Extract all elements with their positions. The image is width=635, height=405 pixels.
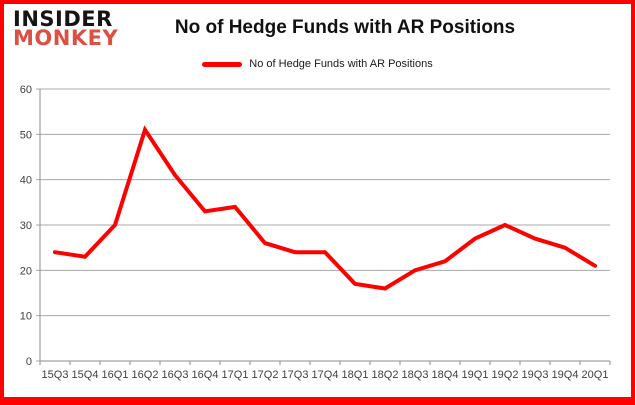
chart-legend: No of Hedge Funds with AR Positions xyxy=(0,58,635,70)
x-axis-tick-label: 16Q1 xyxy=(102,369,129,381)
logo-text-monkey: MONKEY xyxy=(13,26,119,51)
x-axis-tick-label: 16Q3 xyxy=(162,369,189,381)
x-axis-tick-label: 18Q1 xyxy=(342,369,369,381)
chart-title: No of Hedge Funds with AR Positions xyxy=(174,17,516,38)
x-axis-tick-label: 17Q4 xyxy=(312,369,339,381)
x-axis-tick-label: 18Q3 xyxy=(402,369,429,381)
x-axis-tick-label: 15Q4 xyxy=(72,369,99,381)
y-axis-tick-label: 50 xyxy=(20,129,32,141)
x-axis-tick-label: 16Q4 xyxy=(192,369,219,381)
series-line xyxy=(53,125,597,291)
x-axis-tick-label: 15Q3 xyxy=(42,369,69,381)
x-axis-tick-label: 19Q4 xyxy=(552,369,579,381)
x-axis-tick-label: 19Q2 xyxy=(492,369,519,381)
x-axis-tick-label: 17Q1 xyxy=(222,369,249,381)
y-axis-tick-label: 0 xyxy=(26,356,32,368)
x-axis-tick-label: 18Q2 xyxy=(372,369,399,381)
x-axis-tick-label: 17Q2 xyxy=(252,369,279,381)
legend-label: No of Hedge Funds with AR Positions xyxy=(249,58,433,70)
insider-monkey-logo: INSIDER MONKEY xyxy=(13,7,119,51)
x-axis-tick-label: 17Q3 xyxy=(282,369,309,381)
x-axis-tick-label: 18Q4 xyxy=(432,369,459,381)
y-axis-tick-label: 20 xyxy=(20,265,32,277)
x-axis-tick-label: 19Q1 xyxy=(462,369,489,381)
y-axis-tick-label: 30 xyxy=(20,220,32,232)
x-axis-tick-label: 19Q3 xyxy=(522,369,549,381)
x-axis-tick-label: 16Q2 xyxy=(132,369,159,381)
y-axis-tick-label: 10 xyxy=(20,311,32,323)
y-axis-tick-label: 60 xyxy=(20,84,32,96)
y-axis-tick-label: 40 xyxy=(20,175,32,187)
x-axis-tick-label: 20Q1 xyxy=(582,369,609,381)
logo-text-insider: INSIDER xyxy=(13,7,113,31)
legend-line-swatch xyxy=(202,61,243,67)
